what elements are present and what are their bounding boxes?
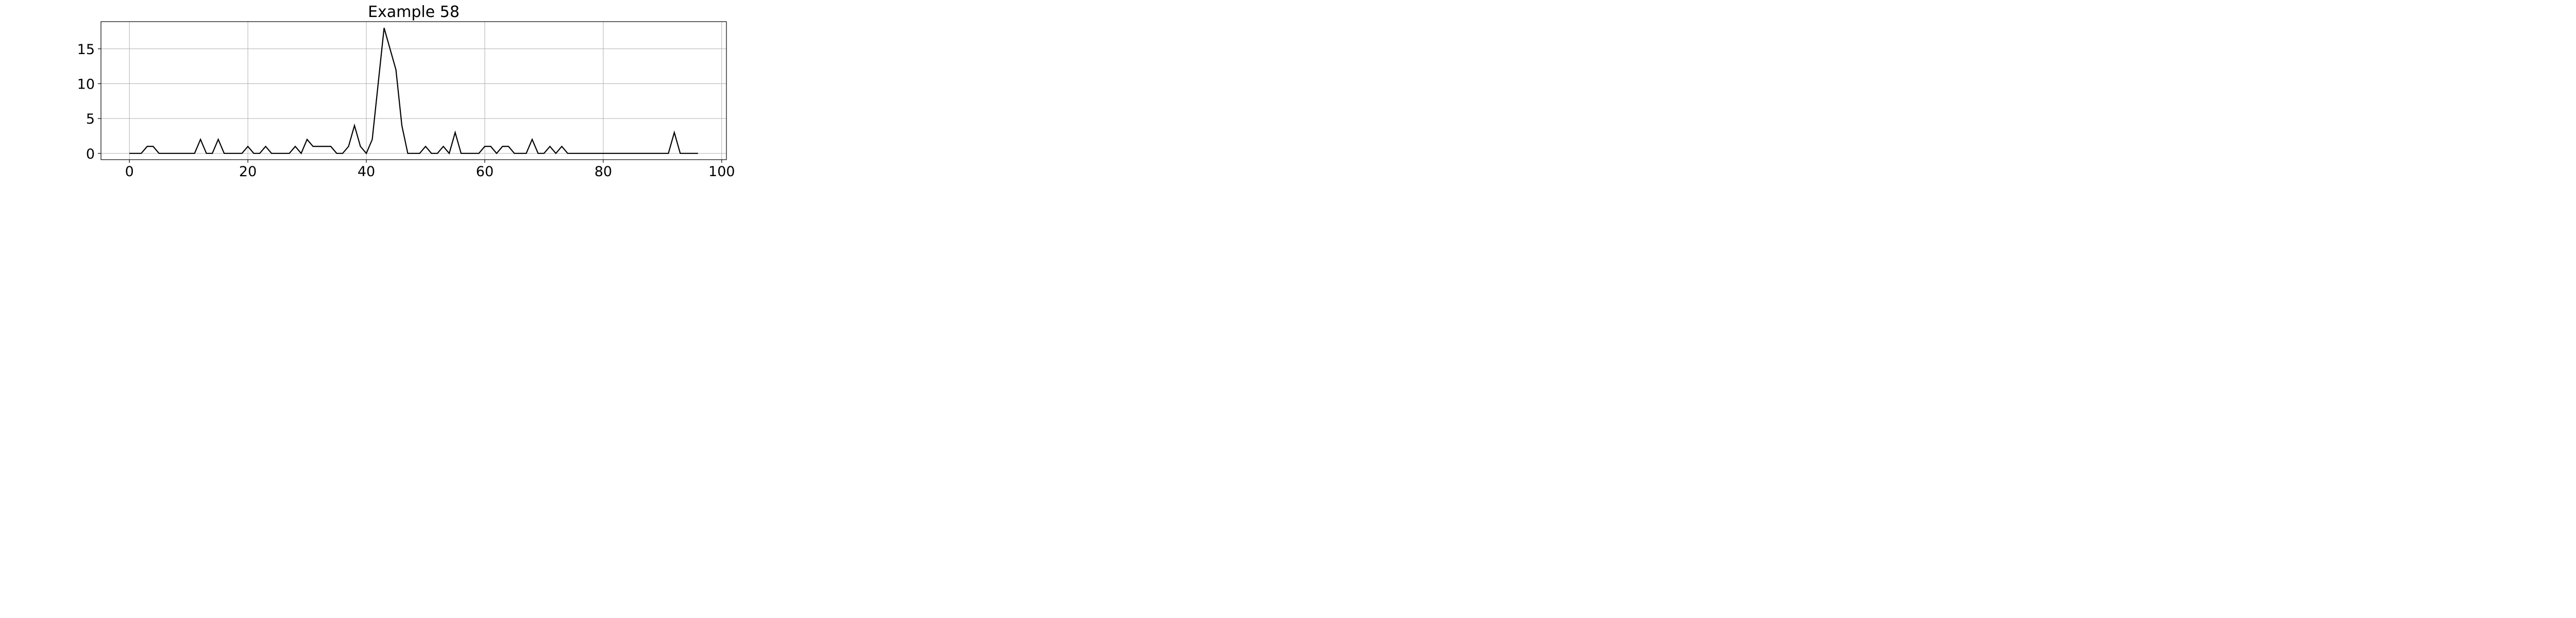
plot-area-frame [100, 21, 727, 160]
x-tick-label: 100 [708, 164, 735, 179]
x-tick-label: 60 [476, 164, 494, 179]
chart-title: Example 58 [368, 3, 460, 21]
x-tick-label: 20 [239, 164, 257, 179]
y-tick-label: 0 [86, 146, 95, 162]
y-tick-label: 15 [77, 42, 95, 58]
chart-canvas: Example 58 0 20 40 60 80 100 0 5 10 15 [77, 3, 735, 180]
line-chart: Example 58 0 20 40 60 80 100 0 5 10 15 [0, 0, 804, 180]
x-axis-tick-labels: 0 20 40 60 80 100 [125, 164, 735, 180]
axis-ticks [98, 48, 722, 163]
y-tick-label: 10 [77, 76, 95, 92]
y-axis-tick-labels: 0 5 10 15 [77, 42, 95, 162]
x-tick-label: 0 [125, 164, 134, 179]
series-layer [129, 27, 698, 155]
x-tick-label: 40 [358, 164, 375, 179]
grid [101, 22, 726, 160]
y-tick-label: 5 [86, 111, 95, 127]
series-line [129, 27, 698, 155]
x-tick-label: 80 [595, 164, 612, 179]
